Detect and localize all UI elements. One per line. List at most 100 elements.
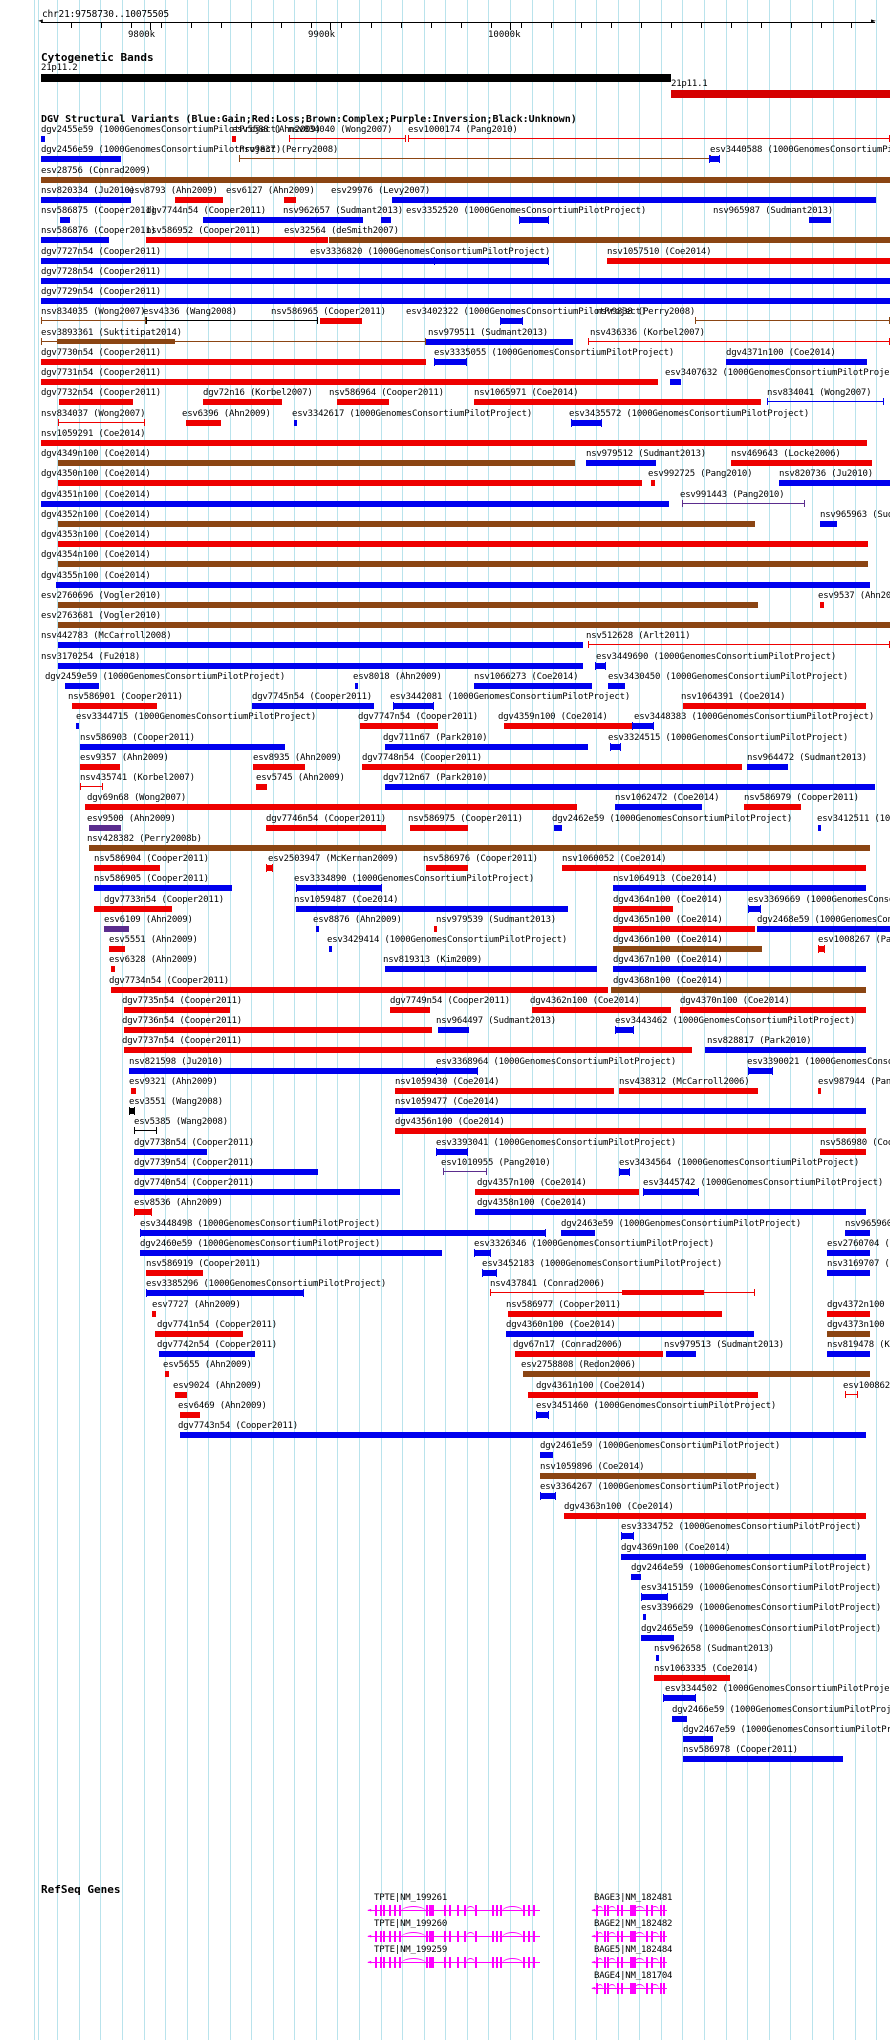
variant-bar[interactable] [203, 217, 363, 223]
gene-model[interactable]: ◄ [591, 1956, 667, 1969]
variant-block[interactable] [434, 256, 549, 265]
variant-bar[interactable] [165, 1371, 169, 1378]
variant-bar[interactable] [362, 763, 742, 770]
variant-bar[interactable] [41, 277, 890, 284]
variant-bar[interactable] [146, 237, 328, 244]
variant-span[interactable] [767, 398, 884, 406]
variant-bar[interactable] [392, 196, 876, 203]
variant-bar[interactable] [129, 1067, 440, 1074]
variant-bar[interactable] [747, 763, 788, 770]
variant-bar[interactable] [608, 682, 625, 689]
variant-bar[interactable] [390, 1006, 430, 1013]
variant-block[interactable] [434, 357, 467, 366]
variant-bar[interactable] [438, 1027, 469, 1033]
gene-model[interactable]: ◄ [591, 1930, 667, 1943]
variant-bar[interactable] [621, 1553, 866, 1560]
variant-bar[interactable] [385, 743, 588, 750]
variant-span[interactable] [490, 1289, 755, 1297]
variant-bar[interactable] [818, 1087, 821, 1094]
variant-bar[interactable] [666, 1351, 696, 1357]
variant-bar[interactable] [140, 1249, 442, 1256]
variant-bar[interactable] [355, 682, 358, 689]
variant-bar[interactable] [41, 439, 867, 446]
variant-bar[interactable] [683, 1735, 713, 1742]
variant-bar[interactable] [360, 723, 438, 730]
variant-bar[interactable] [809, 217, 831, 223]
variant-bar[interactable] [532, 1006, 671, 1013]
variant-bar[interactable] [329, 946, 332, 952]
variant-bar[interactable] [80, 743, 285, 750]
variant-bar[interactable] [613, 946, 762, 952]
variant-bar[interactable] [104, 925, 129, 932]
variant-bar[interactable] [540, 1452, 553, 1459]
variant-bar[interactable] [757, 925, 890, 932]
variant-bar[interactable] [41, 379, 658, 385]
variant-block[interactable] [482, 1269, 497, 1277]
variant-bar[interactable] [41, 176, 890, 183]
variant-block[interactable] [748, 904, 761, 913]
variant-bar[interactable] [41, 156, 121, 163]
variant-bar[interactable] [266, 824, 386, 831]
variant-bar[interactable] [58, 480, 642, 487]
variant-bar[interactable] [329, 237, 890, 244]
variant-block[interactable] [818, 945, 825, 953]
variant-bar[interactable] [253, 763, 305, 770]
variant-bar[interactable] [613, 925, 755, 932]
variant-bar[interactable] [41, 136, 45, 142]
variant-block[interactable] [393, 702, 434, 710]
variant-bar[interactable] [58, 561, 868, 568]
variant-bar[interactable] [395, 1128, 866, 1135]
variant-bar[interactable] [134, 1148, 207, 1155]
variant-bar[interactable] [827, 1330, 870, 1337]
variant-bar[interactable] [134, 1189, 400, 1195]
variant-bar[interactable] [607, 257, 890, 264]
variant-bar[interactable] [820, 601, 824, 608]
variant-bar[interactable] [337, 399, 389, 406]
variant-bar[interactable] [58, 541, 868, 547]
variant-bar[interactable] [395, 1108, 866, 1114]
variant-bar[interactable] [124, 1027, 432, 1033]
variant-bar[interactable] [94, 885, 232, 892]
variant-block[interactable] [500, 317, 523, 326]
variant-block[interactable] [663, 1694, 696, 1703]
variant-block[interactable] [619, 1167, 630, 1176]
variant-bar[interactable] [131, 1087, 136, 1094]
variant-bar[interactable] [296, 905, 568, 912]
variant-bar[interactable] [564, 1513, 866, 1519]
variant-block[interactable] [536, 1410, 549, 1419]
variant-bar[interactable] [180, 1411, 200, 1418]
variant-bar[interactable] [613, 905, 673, 912]
variant-bar[interactable] [641, 1634, 674, 1641]
variant-bar[interactable] [252, 703, 374, 709]
variant-bar[interactable] [232, 136, 236, 142]
variant-block[interactable] [632, 722, 654, 731]
variant-bar[interactable] [827, 1310, 870, 1317]
gene-model[interactable]: ◄ [367, 1930, 540, 1943]
variant-bar[interactable] [613, 885, 866, 892]
variant-block[interactable] [436, 1066, 478, 1075]
variant-bar[interactable] [58, 622, 890, 628]
variant-bar[interactable] [385, 784, 875, 790]
variant-bar[interactable] [670, 379, 681, 385]
variant-bar[interactable] [827, 1249, 870, 1256]
variant-bar[interactable] [705, 1047, 866, 1054]
variant-span[interactable] [80, 783, 103, 790]
variant-bar[interactable] [124, 1006, 230, 1013]
variant-bar[interactable] [643, 1614, 646, 1621]
variant-bar[interactable] [523, 1371, 870, 1378]
variant-bar[interactable] [779, 480, 890, 487]
variant-bar[interactable] [561, 1229, 595, 1236]
variant-block[interactable] [540, 1491, 556, 1500]
variant-bar[interactable] [731, 460, 872, 466]
cytoband-bar[interactable] [671, 90, 890, 98]
variant-bar[interactable] [683, 1756, 843, 1762]
variant-bar[interactable] [58, 601, 758, 608]
variant-block[interactable] [129, 1107, 135, 1115]
variant-bar[interactable] [474, 399, 761, 406]
gene-model[interactable]: ◄ [591, 1982, 667, 1995]
variant-bar[interactable] [94, 905, 172, 912]
variant-bar[interactable] [89, 844, 870, 851]
variant-bar[interactable] [320, 318, 362, 325]
variant-block[interactable] [615, 1026, 634, 1034]
